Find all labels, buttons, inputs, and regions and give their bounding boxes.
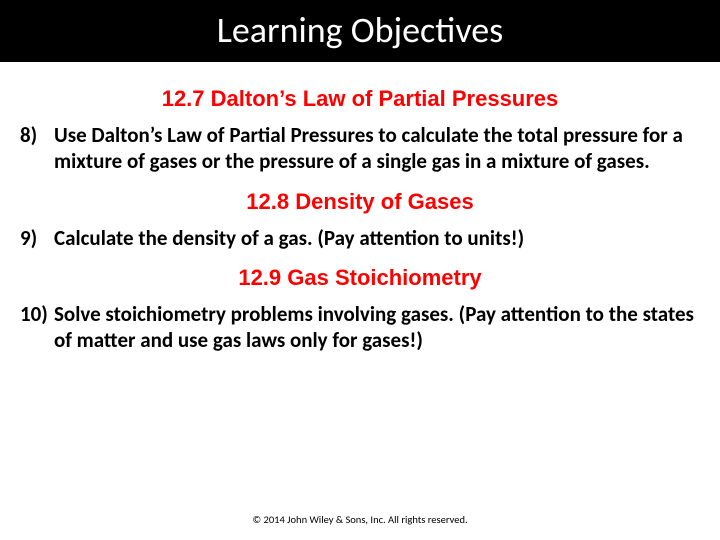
- objective-number: 9): [18, 225, 54, 251]
- objective-8: 8) Use Dalton’s Law of Partial Pressures…: [18, 122, 702, 175]
- objective-number: 10): [18, 301, 54, 354]
- section-heading-12-8: 12.8 Density of Gases: [18, 189, 702, 215]
- objective-10: 10) Solve stoichiometry problems involvi…: [18, 301, 702, 354]
- slide-content: 12.7 Dalton’s Law of Partial Pressures 8…: [0, 86, 720, 353]
- objective-text: Use Dalton’s Law of Partial Pressures to…: [54, 122, 702, 175]
- objective-text: Calculate the density of a gas. (Pay att…: [54, 225, 702, 251]
- objective-9: 9) Calculate the density of a gas. (Pay …: [18, 225, 702, 251]
- objective-text: Solve stoichiometry problems involving g…: [54, 301, 702, 354]
- copyright-footer: © 2014 John Wiley & Sons, Inc. All right…: [0, 513, 720, 526]
- slide-title: Learning Objectives: [0, 0, 720, 62]
- section-heading-12-9: 12.9 Gas Stoichiometry: [18, 265, 702, 291]
- objective-number: 8): [18, 122, 54, 175]
- section-heading-12-7: 12.7 Dalton’s Law of Partial Pressures: [18, 86, 702, 112]
